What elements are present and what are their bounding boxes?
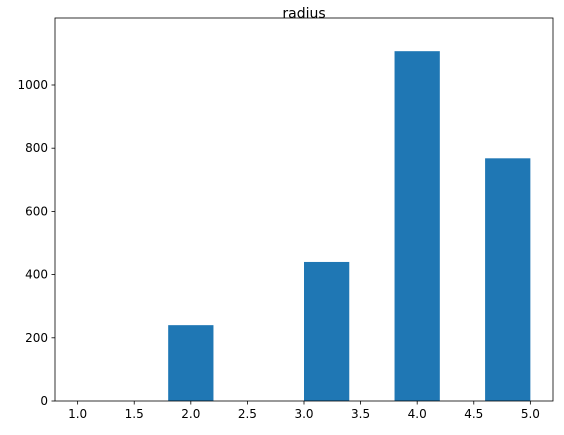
x-tick-label: 4.5 [464,407,483,421]
y-tick-label: 600 [25,204,48,218]
y-tick-label: 400 [25,268,48,282]
x-tick-label: 4.0 [408,407,427,421]
bar [168,325,214,401]
y-tick-label: 0 [40,394,48,408]
plot-frame [54,17,554,402]
y-tick-label: 1000 [17,78,48,92]
x-tick-label: 1.0 [68,407,87,421]
chart-title: radius [282,6,325,22]
x-tick-label: 3.0 [294,407,313,421]
y-tick-label: 800 [25,141,48,155]
x-tick-label: 5.0 [521,407,540,421]
x-tick-label: 1.5 [125,407,144,421]
bar [304,261,350,401]
x-tick-label: 2.0 [181,407,200,421]
bar [485,158,531,401]
bar [394,51,440,401]
x-tick-label: 2.5 [238,407,257,421]
x-tick-label: 3.5 [351,407,370,421]
y-tick-label: 200 [25,331,48,345]
